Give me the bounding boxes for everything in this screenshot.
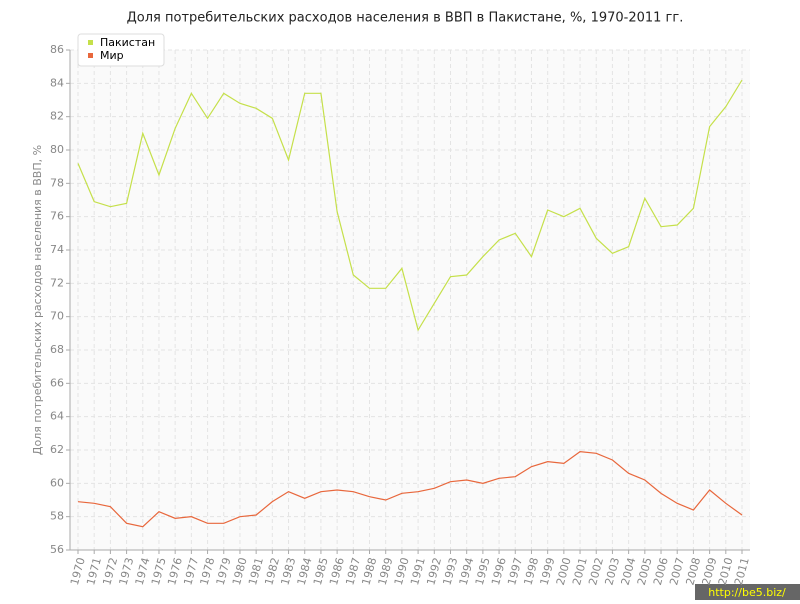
legend-label: Мир (100, 49, 124, 62)
series-line (77, 451, 743, 528)
y-axis-label: Доля потребительских расходов населения … (31, 145, 44, 455)
y-tick-label: 66 (50, 376, 64, 389)
y-tick-label: 64 (50, 410, 64, 423)
y-tick-label: 74 (50, 243, 64, 256)
y-tick-label: 56 (50, 543, 64, 556)
y-tick-label: 58 (50, 510, 64, 523)
legend-swatch (88, 53, 93, 58)
y-tick-label: 78 (50, 176, 64, 189)
watermark: http://be5.biz/ (708, 586, 786, 599)
legend-label: Пакистан (100, 36, 155, 49)
series-line (77, 79, 743, 332)
legend (77, 33, 165, 67)
y-tick-label: 72 (50, 276, 64, 289)
y-tick-label: 80 (50, 143, 64, 156)
y-tick-label: 70 (50, 310, 64, 323)
legend-swatch (88, 40, 93, 45)
y-tick-label: 82 (50, 110, 64, 123)
y-tick-label: 86 (50, 43, 64, 56)
chart-title: Доля потребительских расходов населения … (127, 11, 684, 26)
y-tick-label: 84 (50, 76, 64, 89)
watermark-box (695, 584, 800, 600)
y-tick-label: 60 (50, 476, 64, 489)
y-tick-label: 68 (50, 343, 64, 356)
y-tick-label: 76 (50, 210, 64, 223)
y-tick-label: 62 (50, 443, 64, 456)
